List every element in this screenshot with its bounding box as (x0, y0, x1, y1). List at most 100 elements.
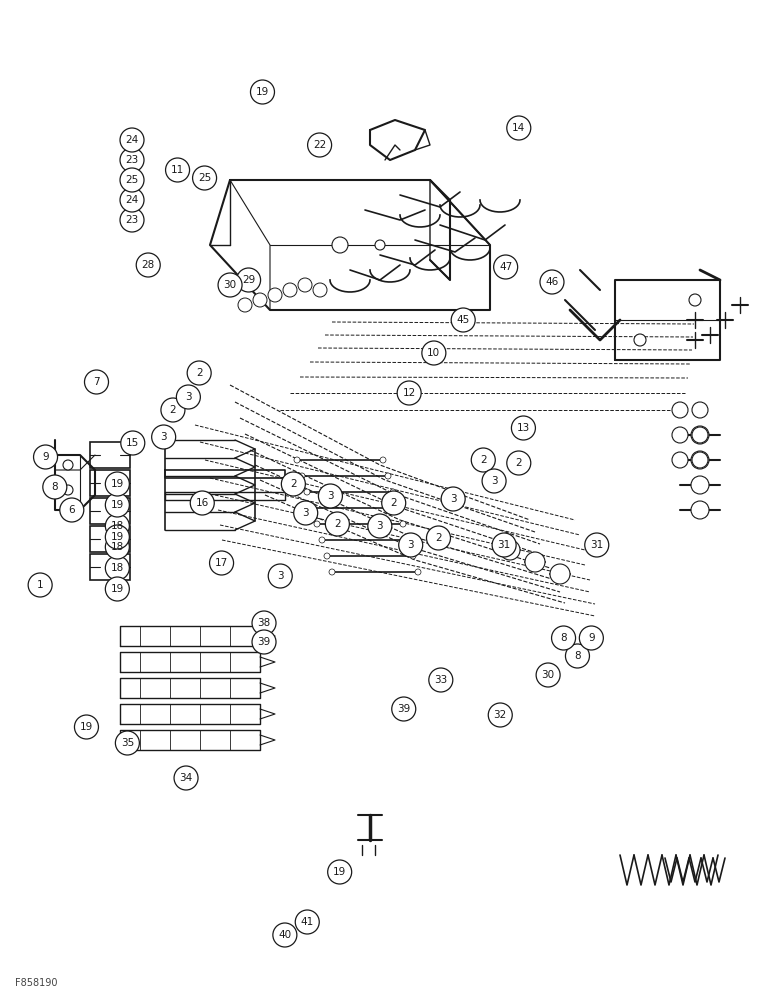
Text: 8: 8 (52, 482, 58, 492)
Circle shape (253, 293, 267, 307)
Circle shape (105, 577, 130, 601)
Text: 25: 25 (198, 173, 212, 183)
Circle shape (314, 521, 320, 527)
Text: 29: 29 (242, 275, 256, 285)
Circle shape (28, 573, 52, 597)
Text: 19: 19 (80, 722, 93, 732)
Circle shape (672, 402, 688, 418)
Circle shape (391, 697, 416, 721)
Text: F858190: F858190 (15, 978, 58, 988)
Text: 17: 17 (215, 558, 229, 568)
Text: 19: 19 (110, 479, 124, 489)
Circle shape (252, 630, 276, 654)
Circle shape (385, 473, 391, 479)
Circle shape (691, 426, 709, 444)
Circle shape (238, 298, 252, 312)
Circle shape (299, 473, 305, 479)
Circle shape (672, 427, 688, 443)
Circle shape (187, 361, 212, 385)
Text: 35: 35 (120, 738, 134, 748)
Circle shape (165, 158, 190, 182)
Circle shape (105, 535, 130, 559)
Text: 2: 2 (516, 458, 522, 468)
Circle shape (332, 237, 348, 253)
Circle shape (415, 569, 421, 575)
Circle shape (550, 564, 570, 584)
Circle shape (441, 487, 466, 511)
Text: 30: 30 (223, 280, 237, 290)
Circle shape (506, 451, 531, 475)
Circle shape (691, 451, 709, 469)
Circle shape (506, 116, 531, 140)
Circle shape (525, 552, 545, 572)
Circle shape (161, 398, 185, 422)
Circle shape (375, 240, 385, 250)
Circle shape (395, 505, 401, 511)
Text: 39: 39 (257, 637, 271, 647)
Circle shape (120, 188, 144, 212)
Text: 46: 46 (545, 277, 559, 287)
Text: 2: 2 (391, 498, 397, 508)
Circle shape (120, 431, 145, 455)
Text: 8: 8 (560, 633, 567, 643)
Circle shape (313, 283, 327, 297)
Text: 3: 3 (491, 476, 497, 486)
Text: 45: 45 (456, 315, 470, 325)
Circle shape (105, 556, 130, 580)
Text: 18: 18 (110, 521, 124, 531)
Circle shape (268, 564, 293, 588)
Text: 15: 15 (126, 438, 140, 448)
Circle shape (218, 273, 242, 297)
Circle shape (381, 491, 406, 515)
Text: 19: 19 (333, 867, 347, 877)
Circle shape (397, 381, 422, 405)
Circle shape (634, 334, 646, 346)
Text: 2: 2 (290, 479, 296, 489)
Circle shape (174, 766, 198, 790)
Circle shape (492, 533, 516, 557)
Text: 10: 10 (427, 348, 441, 358)
Circle shape (105, 472, 130, 496)
Circle shape (120, 168, 144, 192)
Circle shape (551, 626, 576, 650)
Circle shape (482, 469, 506, 493)
Circle shape (273, 923, 297, 947)
Circle shape (536, 663, 560, 687)
Circle shape (294, 457, 300, 463)
Circle shape (471, 448, 496, 472)
Circle shape (691, 476, 709, 494)
Circle shape (324, 553, 330, 559)
Circle shape (295, 910, 320, 934)
Circle shape (190, 491, 215, 515)
Text: 19: 19 (110, 500, 124, 510)
Circle shape (426, 526, 451, 550)
Circle shape (380, 457, 386, 463)
Circle shape (115, 731, 140, 755)
Circle shape (451, 308, 476, 332)
Text: 33: 33 (434, 675, 448, 685)
Circle shape (493, 255, 518, 279)
Circle shape (192, 166, 217, 190)
Circle shape (33, 445, 58, 469)
Text: 3: 3 (408, 540, 414, 550)
Text: 14: 14 (512, 123, 526, 133)
Circle shape (252, 611, 276, 635)
Circle shape (422, 341, 446, 365)
Text: 3: 3 (161, 432, 167, 442)
Text: 31: 31 (497, 540, 511, 550)
Circle shape (325, 512, 350, 536)
Text: 24: 24 (125, 195, 139, 205)
Circle shape (63, 460, 73, 470)
Circle shape (672, 452, 688, 468)
Text: 2: 2 (170, 405, 176, 415)
Circle shape (120, 208, 144, 232)
Text: 41: 41 (300, 917, 314, 927)
Text: 2: 2 (435, 533, 442, 543)
Circle shape (307, 133, 332, 157)
Text: 1: 1 (37, 580, 43, 590)
Text: 2: 2 (196, 368, 202, 378)
Text: 3: 3 (277, 571, 283, 581)
Text: 39: 39 (397, 704, 411, 714)
Circle shape (405, 537, 411, 543)
Text: 3: 3 (303, 508, 309, 518)
